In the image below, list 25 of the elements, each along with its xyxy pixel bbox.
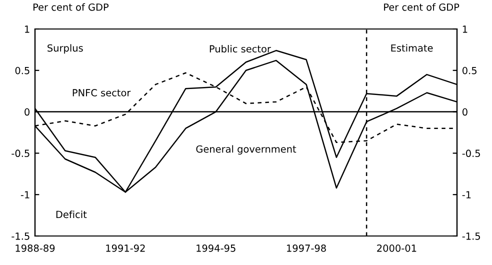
y2-tick-label: 0	[462, 108, 468, 116]
x-tick-label: 2000-01	[377, 244, 416, 252]
x-tick-label: 1994-95	[196, 244, 236, 252]
y2-axis-title: Per cent of GDP	[384, 3, 460, 11]
x-tick-label: 1997-98	[287, 244, 326, 252]
y-axis-title: Per cent of GDP	[33, 3, 109, 11]
series-label: Public sector	[210, 44, 271, 53]
y2-tick-label: -1	[462, 191, 471, 198]
y-tick-label: -0.5	[12, 150, 30, 158]
annotation: Deficit	[56, 210, 87, 218]
series-label: PNFC sector	[72, 89, 131, 96]
x-tick-label: 1988-89	[16, 244, 55, 252]
y-tick-label: 1	[25, 26, 30, 33]
annotation: Surplus	[48, 44, 83, 54]
y-tick-label: -1.5	[12, 232, 30, 240]
y2-tick-label: -1.5	[462, 232, 480, 240]
y-tick-label: 0	[24, 108, 30, 116]
y2-tick-label: -0.5	[462, 150, 480, 158]
y-tick-label: -1	[20, 191, 30, 198]
y-tick-label: 0.5	[15, 66, 30, 74]
y2-tick-label: 1	[462, 26, 468, 33]
series-label: General government	[196, 145, 296, 155]
x-tick-label: 1991-92	[106, 244, 145, 252]
y2-tick-label: 0.5	[462, 66, 476, 74]
annotation: Estimate	[391, 44, 433, 52]
